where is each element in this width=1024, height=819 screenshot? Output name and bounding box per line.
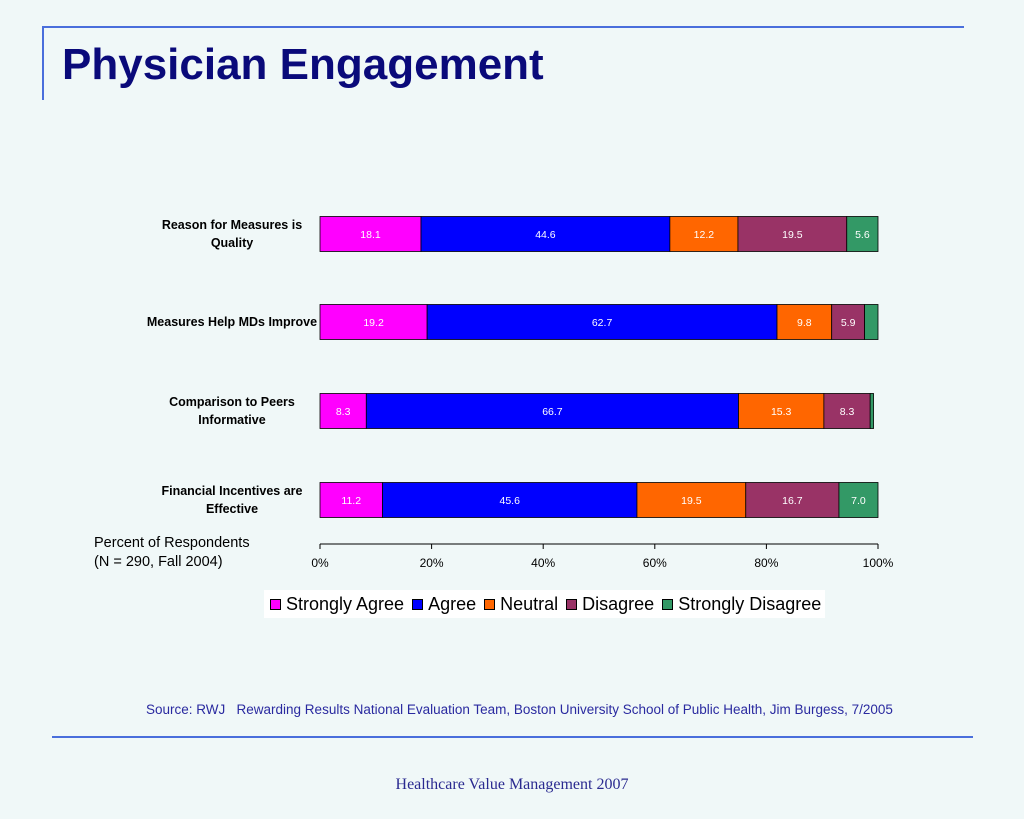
bar-segment [823,393,871,429]
x-tick-label: 40% [531,556,555,570]
legend-swatch [566,598,578,610]
bar-data-label: 5.9 [841,317,856,329]
bar-segment [319,482,383,518]
bar-data-label: 8.3 [336,406,351,418]
bar-data-label: 5.6 [855,229,870,241]
bar-segment [745,482,840,518]
bar-segment [864,304,879,340]
bar-segment [636,482,747,518]
legend-label: Neutral [500,593,559,614]
category-label: Quality [211,236,253,250]
bar-segment [831,304,866,340]
legend-item: Strongly Disagree [662,594,821,615]
bar-segment [319,216,422,252]
bar-segment [738,393,825,429]
legend-label: Strongly Agree [286,593,405,614]
bar-segment [669,216,739,252]
left-rule [42,26,44,100]
category-label: Financial Incentives are [161,484,302,498]
bar-segment [426,304,778,340]
bar-segment [319,393,367,429]
bar-segment [382,482,638,518]
bar-segment [869,393,874,429]
x-tick-label: 20% [420,556,444,570]
x-tick-label: 100% [863,556,894,570]
bar-data-label: 12.2 [694,229,715,241]
x-tick-label: 0% [311,556,329,570]
bar-data-label: 9.8 [797,317,812,329]
bar-segment [846,216,879,252]
bar-data-label: 19.5 [782,229,803,241]
bar-segment [420,216,671,252]
legend-item: Neutral [484,594,558,615]
bar-data-label: 15.3 [771,406,792,418]
page-title: Physician Engagement [62,40,544,89]
top-rule [42,26,964,28]
legend-swatch [484,598,496,610]
chart-legend: Strongly Agree Agree Neutral Disagree Strong… [264,590,826,618]
legend-item: Strongly Agree [270,594,404,615]
legend-swatch [270,598,281,610]
legend-label: Agree [428,593,477,614]
legend-label: Disagree [582,593,655,614]
bar-data-label: 7.0 [851,495,866,507]
source-citation: Source: RWJ Rewarding Results National E… [146,702,893,717]
bar-data-label: 16.7 [782,495,803,507]
category-label: Reason for Measures is [162,218,302,232]
legend-label: Strongly Disagree [678,593,822,614]
legend-item: Disagree [566,594,654,615]
bar-data-label: 66.7 [542,406,563,418]
category-label: Comparison to Peers [169,395,295,409]
legend-swatch [662,598,674,610]
respondents-note-line2: (N = 290, Fall 2004) [94,554,223,570]
bar-segment [776,304,833,340]
legend-item: Agree [412,594,476,615]
category-label: Informative [198,413,265,427]
bottom-rule [52,736,973,738]
footer-text: Healthcare Value Management 2007 [395,776,629,793]
x-tick-label: 60% [643,556,667,570]
bar-segment [838,482,879,518]
category-label: Effective [206,502,258,516]
bar-data-label: 44.6 [535,229,556,241]
category-label: Measures Help MDs Improve [147,315,317,329]
bar-data-label: 19.5 [681,495,702,507]
respondents-note-line1: Percent of Respondents [94,535,250,551]
bar-data-label: 8.3 [840,406,855,418]
bar-data-label: 18.1 [360,229,381,241]
legend-swatch [412,598,424,610]
respondents-note: Percent of Respondents (N = 290, Fall 20… [94,534,250,572]
bar-data-label: 19.2 [363,317,384,329]
bar-data-label: 62.7 [592,317,613,329]
x-tick-label: 80% [754,556,778,570]
bar-data-label: 45.6 [500,495,521,507]
bar-data-label: 11.2 [341,495,361,507]
